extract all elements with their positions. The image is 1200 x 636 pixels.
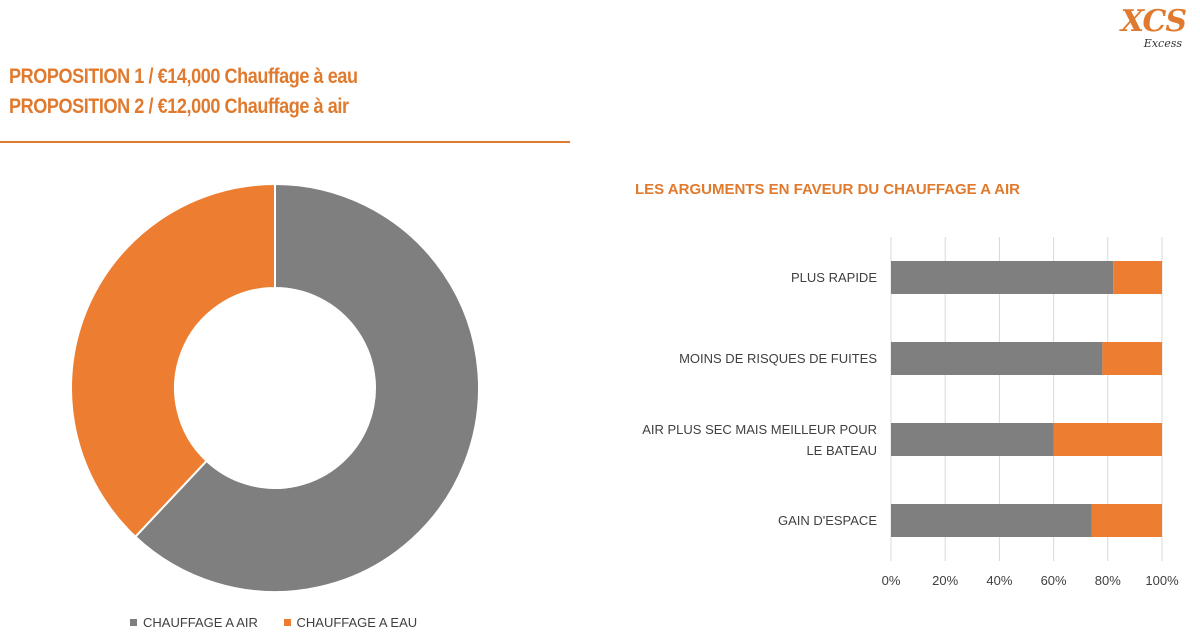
bar-chart-title: LES ARGUMENTS EN FAVEUR DU CHAUFFAGE A A…	[635, 181, 1021, 198]
x-tick-label: 100%	[1145, 573, 1179, 588]
slide-title: PROPOSITION 1 / €14,000 Chauffage à eau …	[9, 62, 414, 122]
bar-segment-eau	[1113, 261, 1162, 294]
bar-segment-air	[891, 423, 1054, 456]
bar-segment-eau	[1102, 342, 1162, 375]
title-divider	[0, 141, 570, 143]
bar-segment-eau	[1053, 423, 1162, 456]
category-label-line: AIR PLUS SEC MAIS MEILLEUR POUR	[642, 421, 877, 437]
x-tick-label: 80%	[1095, 573, 1121, 588]
donut-slice-eau	[70, 182, 276, 539]
xcs-logo: XCS Excess	[1106, 4, 1187, 50]
category-label: AIR PLUS SEC MAIS MEILLEUR POUR LE BATEAU	[617, 419, 877, 461]
x-tick-label: 60%	[1041, 573, 1067, 588]
bar-segment-eau	[1091, 504, 1162, 537]
category-label-line: MOINS DE RISQUES DE FUITES	[679, 351, 877, 366]
legend-item-eau: CHAUFFAGE A EAU	[283, 615, 418, 630]
category-label-line: GAIN D'ESPACE	[777, 513, 877, 528]
category-label-line: LE BATEAU	[806, 442, 877, 458]
donut-legend: CHAUFFAGE A AIR CHAUFFAGE A EAU	[130, 615, 439, 630]
logo-subtitle: Excess	[1143, 37, 1182, 50]
x-tick-label: 20%	[932, 573, 958, 588]
legend-item-air: CHAUFFAGE A AIR	[130, 615, 258, 630]
bar-segment-air	[891, 504, 1092, 537]
category-label: PLUS RAPIDE	[617, 267, 877, 288]
category-label: MOINS DE RISQUES DE FUITES	[617, 348, 877, 369]
legend-swatch-eau	[283, 619, 291, 627]
donut-chart	[70, 182, 480, 593]
legend-label-eau: CHAUFFAGE A EAU	[296, 615, 418, 630]
category-label-line: PLUS RAPIDE	[791, 270, 877, 285]
x-tick-label: 40%	[986, 573, 1012, 588]
category-label: GAIN D'ESPACE	[617, 510, 877, 531]
bar-segment-air	[891, 342, 1103, 375]
x-tick-label: 0%	[882, 573, 901, 588]
legend-label-air: CHAUFFAGE A AIR	[143, 615, 258, 630]
title-line-1: PROPOSITION 1 / €14,000 Chauffage à eau	[9, 65, 358, 88]
donut-slice-air	[133, 182, 480, 593]
stacked-bar-chart: 0% 20% 40% 60% 80% 100%	[882, 237, 1179, 588]
logo-mark: XCS	[1120, 4, 1187, 39]
title-line-2: PROPOSITION 2 / €12,000 Chauffage à air	[9, 95, 349, 118]
bar-segment-air	[891, 261, 1114, 294]
legend-swatch-air	[130, 619, 137, 627]
